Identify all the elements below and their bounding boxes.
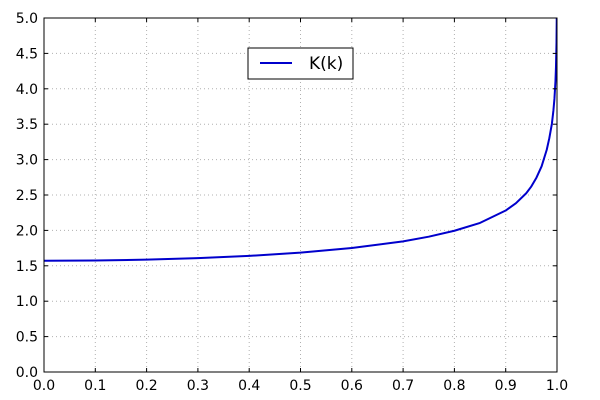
x-tick-label: 0.2 bbox=[135, 378, 157, 394]
legend-label: K(k) bbox=[309, 54, 343, 74]
x-tick-label: 0.0 bbox=[33, 378, 55, 394]
y-tick-label: 1.5 bbox=[16, 259, 38, 275]
y-tick-label: 4.5 bbox=[16, 46, 38, 62]
x-tick-label: 0.5 bbox=[289, 378, 311, 394]
legend-box bbox=[247, 47, 354, 80]
y-tick-label: 4.0 bbox=[16, 82, 38, 98]
axis-ticks: 0.0 0.1 0.2 0.3 0.4 0.5 0.6 0.7 0.8 0.9 1.0 0.0 0.5 1… bbox=[16, 11, 568, 394]
x-tick-label: 0.9 bbox=[495, 378, 517, 394]
y-tick-label: 2.0 bbox=[16, 223, 38, 239]
y-tick-label: 3.5 bbox=[16, 117, 38, 133]
y-tick-label: 5.0 bbox=[16, 11, 38, 27]
series-line-K(k) bbox=[44, 18, 557, 262]
y-tick-label: 2.5 bbox=[16, 188, 38, 204]
y-tick-label: 0.0 bbox=[16, 365, 38, 381]
y-tick-label: 1.0 bbox=[16, 294, 38, 310]
series-layer bbox=[44, 18, 557, 262]
x-tick-label: 0.4 bbox=[238, 378, 260, 394]
y-tick-label: 0.5 bbox=[16, 330, 38, 346]
x-tick-label: 1.0 bbox=[546, 378, 568, 394]
x-tick-label: 0.7 bbox=[392, 378, 414, 394]
x-tick-label: 0.8 bbox=[443, 378, 465, 394]
x-tick-label: 0.3 bbox=[187, 378, 209, 394]
legend: K(k) bbox=[247, 47, 354, 80]
y-tick-label: 3.0 bbox=[16, 153, 38, 169]
x-tick-label: 0.6 bbox=[341, 378, 363, 394]
x-tick-label: 0.1 bbox=[84, 378, 106, 394]
